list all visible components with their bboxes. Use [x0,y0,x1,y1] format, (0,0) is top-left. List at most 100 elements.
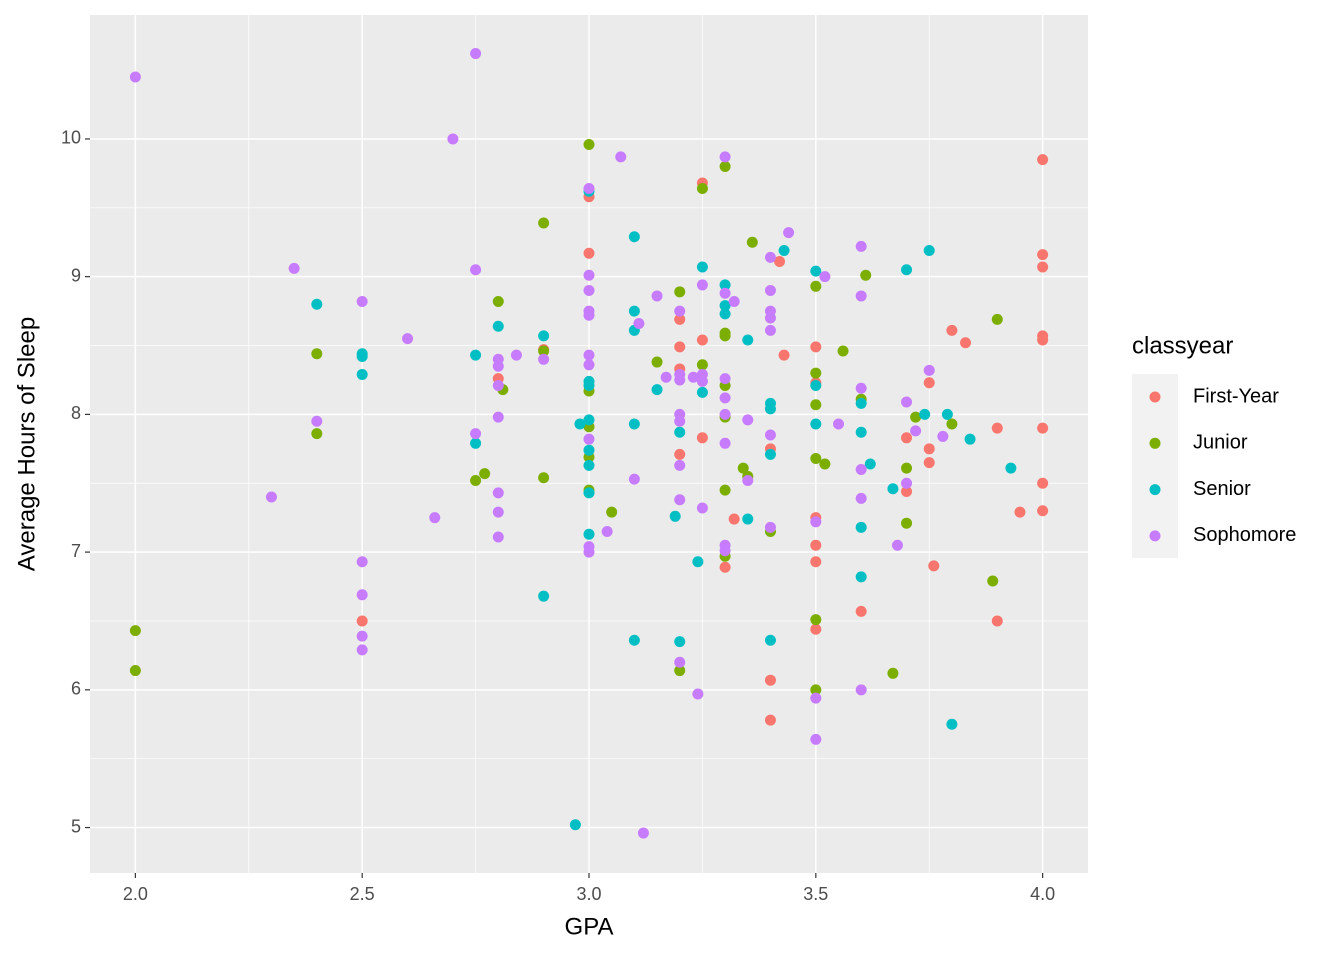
point [583,183,595,195]
point [923,377,935,389]
point [583,138,595,150]
point [129,665,141,677]
point [901,264,913,276]
point [855,240,867,252]
legend-key [1149,437,1161,449]
point [742,414,754,426]
y-tick-label: 9 [71,265,81,285]
point [810,418,822,430]
point [574,418,586,430]
point [855,290,867,302]
point [737,462,749,474]
legend-key [1149,484,1161,496]
point [470,428,482,440]
point [606,506,618,518]
point [941,408,953,420]
point [583,528,595,540]
y-tick-label: 10 [61,128,81,148]
point [311,348,323,360]
point [774,256,786,268]
point [964,433,976,445]
point [864,458,876,470]
point [855,492,867,504]
point [538,330,550,342]
point [538,590,550,602]
point [764,403,776,415]
point [810,623,822,635]
legend-key [1149,530,1161,542]
point [674,313,686,325]
point [901,477,913,489]
point [719,392,731,404]
point [583,269,595,281]
point [470,349,482,361]
point [923,245,935,257]
point [129,71,141,83]
point [628,418,640,430]
point [356,556,368,568]
point [696,386,708,398]
point [764,448,776,460]
point [674,448,686,460]
point [778,245,790,257]
point [810,684,822,696]
point [810,556,822,568]
point [470,437,482,449]
point [637,827,649,839]
point [538,472,550,484]
legend-label: Sophomore [1193,524,1296,546]
point [696,183,708,195]
point [470,48,482,60]
grid [90,15,1088,873]
point [696,334,708,346]
point [492,487,504,499]
point [764,521,776,533]
point [628,231,640,243]
point [569,819,581,831]
point [910,411,922,423]
point [742,513,754,525]
point [810,341,822,353]
point [674,494,686,506]
x-tick-label: 3.0 [576,884,601,904]
point [628,473,640,485]
point [674,459,686,471]
point [764,674,776,686]
point [991,313,1003,325]
point [674,636,686,648]
point [674,426,686,438]
point [687,371,699,383]
point [810,452,822,464]
point [492,320,504,332]
legend: First-Year Junior Senior Sophomore [1132,374,1296,558]
point [538,217,550,229]
point [447,133,459,145]
y-axis-title: Average Hours of Sleep [13,317,40,571]
point [910,425,922,437]
point [265,491,277,503]
point [719,300,731,312]
point [855,382,867,394]
point [583,359,595,371]
point [628,305,640,317]
y-tick-label: 6 [71,679,81,699]
point [923,457,935,469]
point [583,414,595,426]
point [492,360,504,372]
point [728,513,740,525]
point [810,516,822,528]
point [696,375,708,387]
point [991,615,1003,627]
point [901,517,913,529]
point [719,561,731,573]
point [719,545,731,557]
point [696,261,708,273]
point [1037,422,1049,434]
legend-title: classyear [1132,332,1233,359]
point [719,373,731,385]
point [470,474,482,486]
point [583,546,595,558]
point [719,408,731,420]
point [583,433,595,445]
point [356,589,368,601]
